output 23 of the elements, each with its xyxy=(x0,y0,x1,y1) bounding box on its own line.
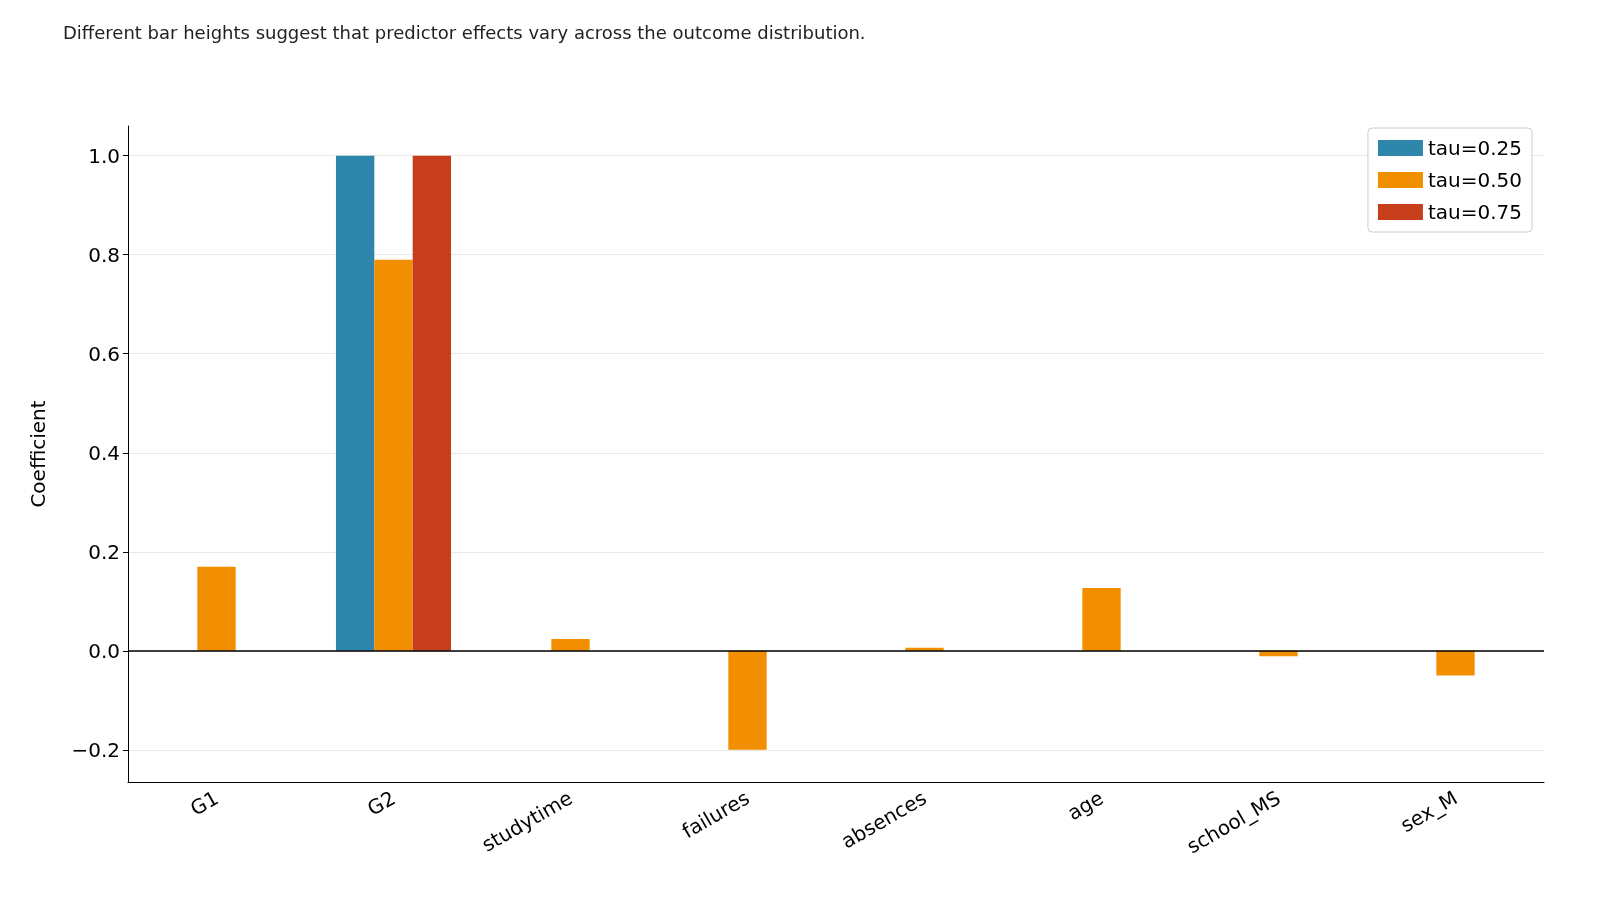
y-tick-label: 0.4 xyxy=(88,440,120,465)
bar xyxy=(335,155,375,651)
bar xyxy=(1082,587,1121,651)
y-tick-label: 0.8 xyxy=(88,242,120,267)
legend-label: tau=0.75 xyxy=(1427,200,1522,224)
x-tick-label: G2 xyxy=(363,785,400,821)
bar xyxy=(374,259,413,651)
legend-label: tau=0.25 xyxy=(1427,136,1522,160)
bar xyxy=(728,650,767,750)
bar xyxy=(1436,650,1475,676)
chart-subtitle: Different bar heights suggest that predictor effects vary across the outcome distribution. xyxy=(63,21,866,43)
y-tick-label: −0.2 xyxy=(71,737,120,762)
y-tick-label: 0.6 xyxy=(88,341,120,366)
legend-label: tau=0.50 xyxy=(1427,168,1522,192)
bar xyxy=(197,566,236,651)
y-tick-label: 0.2 xyxy=(88,539,120,564)
x-tick-label: G1 xyxy=(186,785,223,821)
bar xyxy=(412,155,452,651)
y-axis-title: Coefficient xyxy=(26,400,50,508)
x-tick-label: age xyxy=(1063,785,1108,826)
bar xyxy=(551,638,590,651)
y-tick-label: 1.0 xyxy=(88,143,120,168)
y-tick-label: 0.0 xyxy=(88,638,120,663)
